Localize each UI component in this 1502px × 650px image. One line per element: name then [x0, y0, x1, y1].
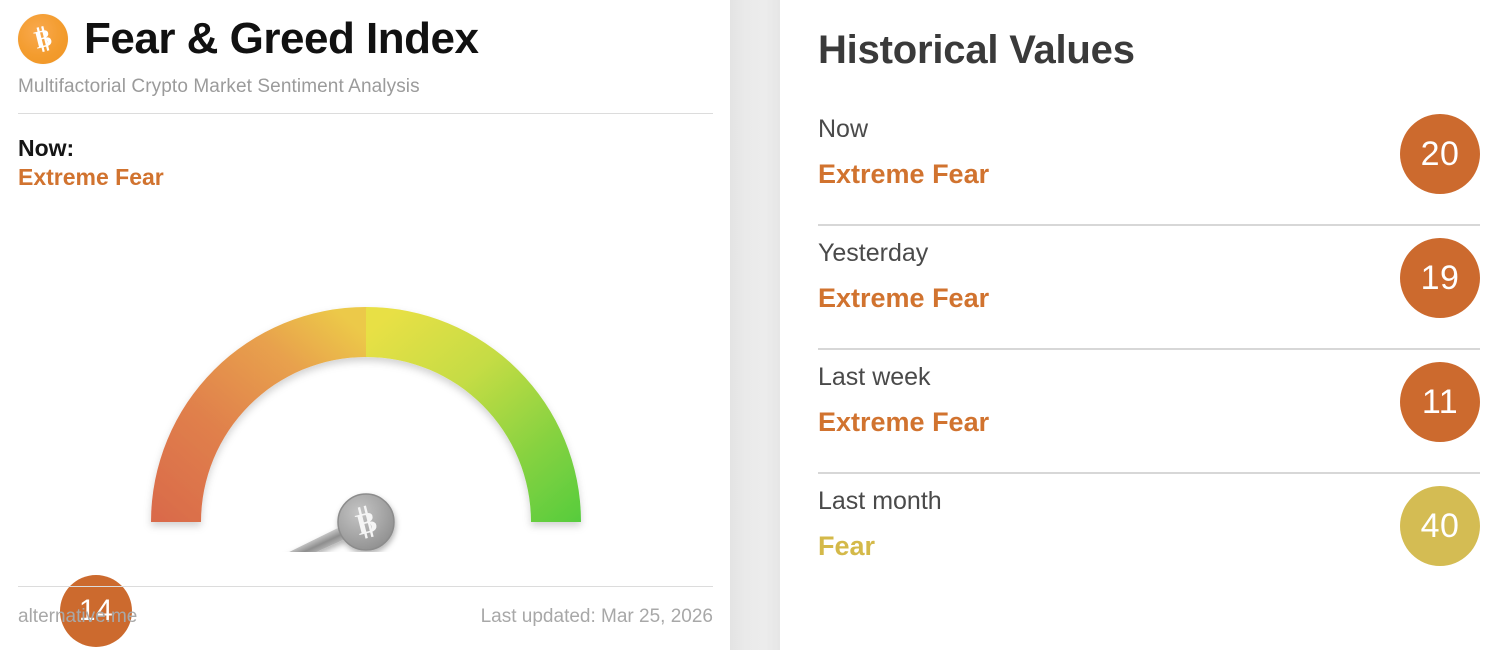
panel-header: B Fear & Greed Index [18, 0, 712, 64]
page-subtitle: Multifactorial Crypto Market Sentiment A… [18, 76, 420, 97]
now-label: Now: [18, 135, 75, 161]
gauge-arc [151, 306, 581, 522]
panel-divider [730, 0, 780, 650]
source-link[interactable]: alternative.me [18, 606, 138, 627]
history-classification: Fear [818, 531, 876, 561]
list-item[interactable]: Now Extreme Fear 20 [818, 102, 1480, 226]
historical-panel: Historical Values Now Extreme Fear 20 Ye… [780, 0, 1502, 650]
list-item[interactable]: Last month Fear 40 [818, 474, 1480, 598]
bitcoin-icon: B [18, 14, 68, 64]
list-item[interactable]: Yesterday Extreme Fear 19 [818, 226, 1480, 350]
history-value-badge: 20 [1400, 114, 1480, 194]
history-period: Last month [818, 487, 942, 515]
page-title: Fear & Greed Index [84, 14, 479, 63]
history-classification: Extreme Fear [818, 407, 990, 437]
history-period: Yesterday [818, 239, 929, 267]
historical-list: Now Extreme Fear 20 Yesterday Extreme Fe… [818, 102, 1480, 598]
history-classification: Extreme Fear [818, 159, 990, 189]
history-value-badge: 40 [1400, 486, 1480, 566]
list-item[interactable]: Last week Extreme Fear 11 [818, 350, 1480, 474]
footer-divider [18, 586, 713, 587]
svg-text:B: B [32, 24, 55, 54]
history-value-badge: 19 [1400, 238, 1480, 318]
history-period: Now [818, 115, 869, 143]
gauge-panel: B Fear & Greed Index Multifactorial Cryp… [0, 0, 730, 650]
gauge-needle: B [181, 492, 395, 552]
history-period: Last week [818, 363, 931, 391]
panel-footer: alternative.me Last updated: Mar 25, 202… [18, 606, 713, 628]
now-classification: Extreme Fear [18, 163, 164, 190]
header-divider [18, 113, 713, 114]
fear-greed-gauge: B [151, 306, 581, 552]
historical-title: Historical Values [818, 28, 1135, 72]
history-value-badge: 11 [1400, 362, 1480, 442]
gauge-container: 14 [18, 194, 713, 647]
last-updated-text: Last updated: Mar 25, 2026 [480, 606, 713, 627]
now-block: Now: Extreme Fear [18, 134, 712, 192]
history-classification: Extreme Fear [818, 283, 990, 313]
